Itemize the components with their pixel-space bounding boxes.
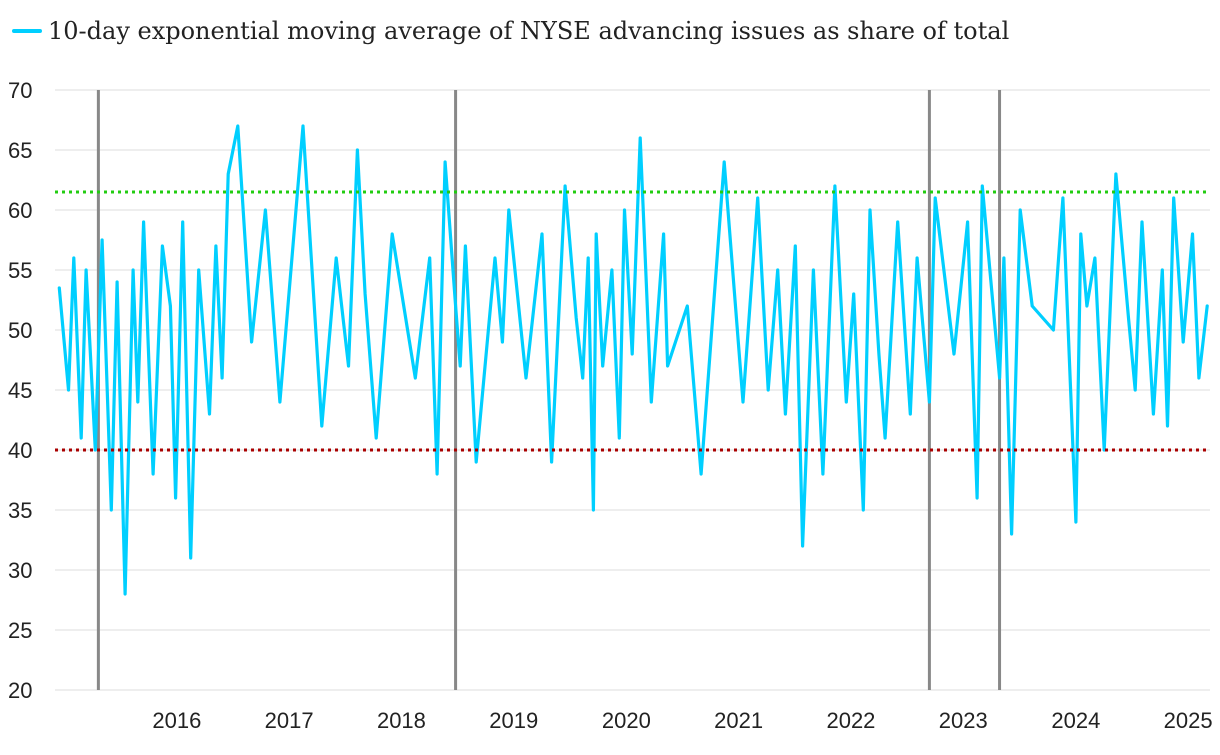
y-tick-label: 55	[8, 258, 32, 283]
y-tick-label: 65	[8, 138, 32, 163]
y-tick-label: 30	[8, 558, 32, 583]
x-tick-label: 2017	[265, 708, 314, 733]
x-tick-label: 2019	[489, 708, 538, 733]
y-tick-label: 45	[8, 378, 32, 403]
y-tick-label: 50	[8, 318, 32, 343]
y-tick-label: 40	[8, 438, 32, 463]
legend-label: 10-day exponential moving average of NYS…	[48, 17, 1010, 45]
y-tick-label: 35	[8, 498, 32, 523]
y-tick-label: 25	[8, 618, 32, 643]
legend-swatch	[12, 29, 42, 33]
y-tick-label: 60	[8, 198, 32, 223]
legend: 10-day exponential moving average of NYS…	[12, 14, 1009, 48]
y-tick-label: 20	[8, 678, 32, 703]
x-tick-label: 2021	[714, 708, 763, 733]
x-tick-label: 2016	[152, 708, 201, 733]
x-tick-label: 2022	[826, 708, 875, 733]
y-tick-label: 70	[8, 78, 32, 103]
x-tick-label: 2025	[1164, 708, 1213, 733]
x-tick-label: 2024	[1051, 708, 1100, 733]
series-line	[57, 124, 1209, 596]
x-tick-label: 2023	[939, 708, 988, 733]
x-tick-label: 2018	[377, 708, 426, 733]
x-tick-label: 2020	[602, 708, 651, 733]
